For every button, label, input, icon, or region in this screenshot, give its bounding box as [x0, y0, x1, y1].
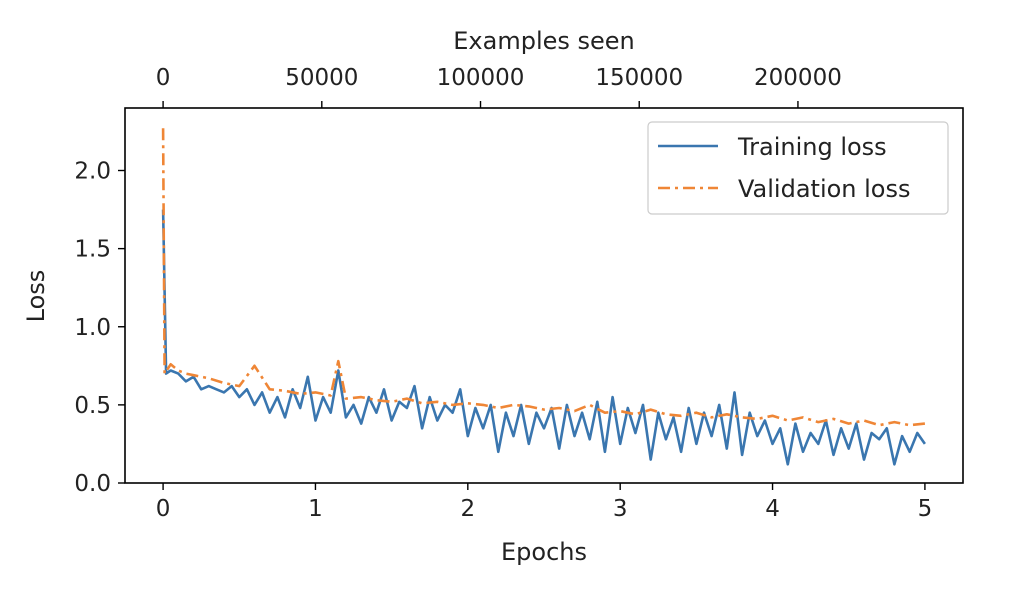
top-x-tick-label: 150000 [595, 65, 683, 91]
top-x-tick-label: 200000 [754, 65, 842, 91]
x-tick-label: 4 [765, 496, 780, 522]
top-x-tick-label: 0 [156, 65, 171, 91]
top-x-tick-label: 100000 [437, 65, 525, 91]
legend: Training loss Validation loss [647, 121, 949, 215]
series-layer [161, 128, 926, 466]
y-tick-label: 0.0 [74, 471, 111, 497]
y-tick-label: 1.5 [74, 237, 111, 263]
x-tick-label: 1 [308, 496, 323, 522]
legend-label-validation-loss: Validation loss [738, 175, 911, 203]
y-tick-label: 0.5 [74, 393, 111, 419]
x-axis-label: Epochs [501, 538, 587, 566]
series-line-training-loss [161, 209, 926, 466]
y-tick-label: 1.0 [74, 315, 111, 341]
plot-frame [124, 107, 964, 484]
y-tick-label: 2.0 [74, 159, 111, 185]
x-tick-label: 2 [460, 496, 475, 522]
top-x-tick-label: 50000 [285, 65, 358, 91]
legend-box [647, 121, 949, 215]
series-line-validation-loss [161, 128, 926, 427]
ticks-layer: 0 1 2 3 4 5 0.0 0.5 1.0 1.5 2.0 0 50000 100000 150000 2… [74, 65, 932, 522]
x-tick-label: 3 [613, 496, 628, 522]
top-x-axis-label: Examples seen [453, 27, 635, 55]
y-axis-label: Loss [22, 270, 50, 323]
legend-label-training-loss: Training loss [737, 133, 887, 161]
x-tick-label: 5 [918, 496, 933, 522]
x-tick-label: 0 [156, 496, 171, 522]
